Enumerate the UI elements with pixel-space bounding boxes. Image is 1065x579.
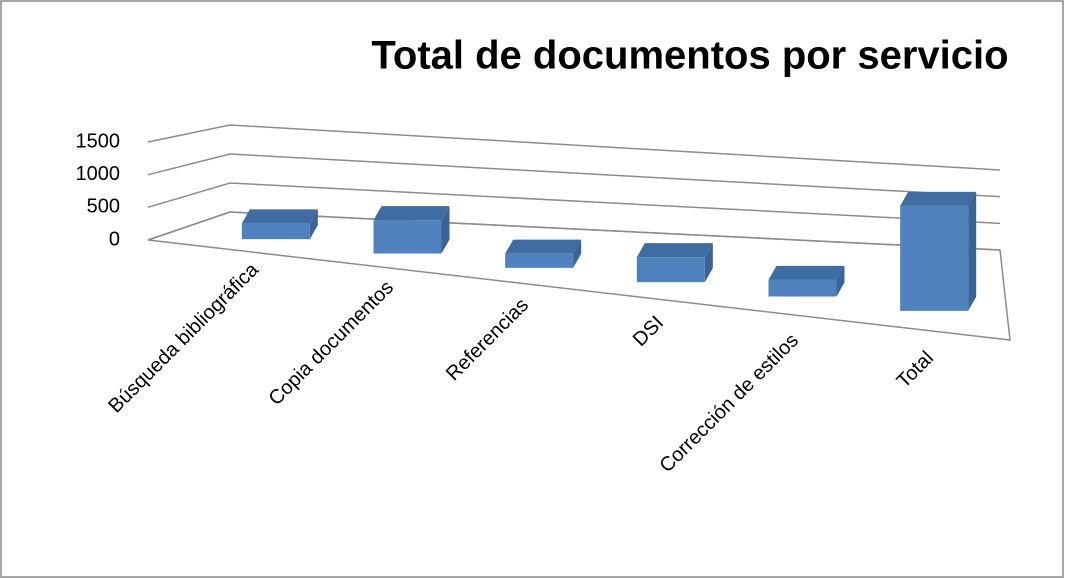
bar-top: [900, 191, 977, 206]
bar-side: [573, 239, 582, 268]
grid-line: [147, 182, 1001, 225]
bar-top: [505, 239, 582, 254]
bar: [505, 253, 574, 268]
bar-side: [836, 265, 845, 297]
grid-line: [147, 153, 1001, 198]
bar: [373, 220, 442, 254]
bar-top: [636, 243, 713, 258]
y-tick-label: 0: [109, 228, 120, 250]
bar: [768, 279, 837, 297]
y-tick-label: 1500: [76, 130, 121, 152]
bar-side: [968, 191, 977, 311]
bar: [900, 205, 969, 311]
bar: [636, 257, 705, 283]
grid-line: [147, 124, 1001, 171]
y-tick-label: 500: [87, 196, 120, 218]
bar-side: [309, 209, 318, 240]
y-tick-label: 1000: [76, 163, 121, 185]
bar-top: [373, 206, 450, 221]
bar-top: [768, 265, 845, 280]
bar-side: [704, 243, 713, 283]
bar-side: [441, 206, 450, 254]
chart-title: Total de documentos por servicio: [371, 34, 1008, 78]
grid-line: [147, 211, 1001, 251]
bar: [241, 223, 310, 240]
bar-top: [241, 209, 318, 224]
